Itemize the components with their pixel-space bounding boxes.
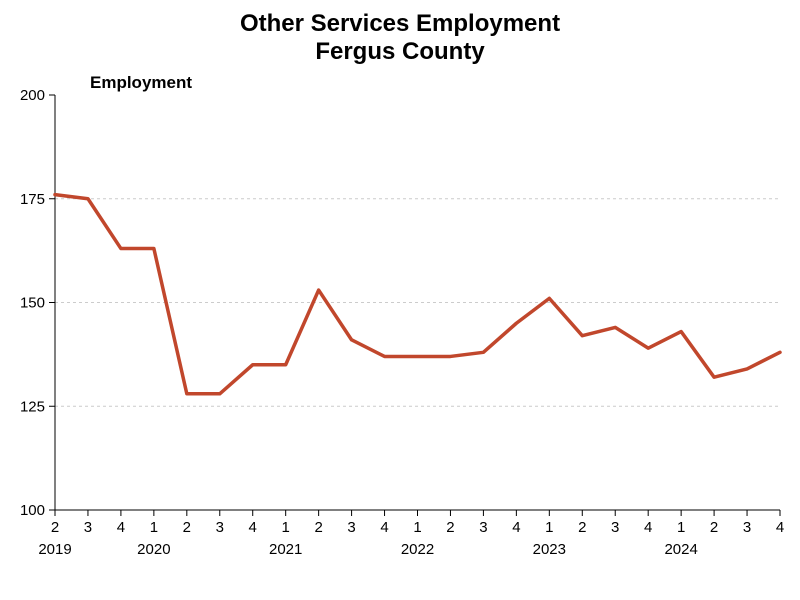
y-tick-label: 200	[20, 87, 45, 104]
x-tick-quarter-label: 2	[578, 519, 586, 536]
x-tick-quarter-label: 4	[380, 519, 388, 536]
x-tick-quarter-label: 1	[282, 519, 290, 536]
x-tick-year-label: 2023	[533, 541, 566, 558]
x-tick-quarter-label: 2	[314, 519, 322, 536]
data-line	[55, 195, 780, 394]
x-tick-quarter-label: 3	[611, 519, 619, 536]
x-tick-year-label: 2021	[269, 541, 302, 558]
x-tick-quarter-label: 1	[677, 519, 685, 536]
x-tick-quarter-label: 2	[710, 519, 718, 536]
x-tick-quarter-label: 3	[347, 519, 355, 536]
x-tick-year-label: 2019	[38, 541, 71, 558]
x-tick-quarter-label: 4	[512, 519, 520, 536]
x-tick-quarter-label: 4	[776, 519, 784, 536]
x-tick-quarter-label: 1	[413, 519, 421, 536]
x-tick-quarter-label: 3	[479, 519, 487, 536]
x-tick-quarter-label: 3	[216, 519, 224, 536]
x-tick-quarter-label: 2	[51, 519, 59, 536]
x-tick-quarter-label: 2	[446, 519, 454, 536]
x-tick-quarter-label: 3	[743, 519, 751, 536]
x-tick-year-label: 2020	[137, 541, 170, 558]
x-tick-quarter-label: 1	[150, 519, 158, 536]
x-tick-year-label: 2024	[664, 541, 697, 558]
x-tick-quarter-label: 4	[117, 519, 125, 536]
x-tick-quarter-label: 2	[183, 519, 191, 536]
x-tick-year-label: 2022	[401, 541, 434, 558]
x-tick-quarter-label: 1	[545, 519, 553, 536]
y-tick-label: 125	[20, 398, 45, 415]
chart-container: Other Services Employment Fergus County …	[0, 0, 800, 600]
chart-svg: 100 125 150 175 200 2 3 4 1 2 3 4 1 2 3 4 1 2 3 4 1 2 3 4 1 2 3 4 20…	[0, 0, 800, 600]
x-tick-quarter-label: 4	[249, 519, 257, 536]
y-tick-label: 175	[20, 191, 45, 208]
y-tick-label: 100	[20, 502, 45, 519]
x-tick-quarter-label: 3	[84, 519, 92, 536]
y-tick-label: 150	[20, 295, 45, 312]
x-tick-quarter-label: 4	[644, 519, 652, 536]
